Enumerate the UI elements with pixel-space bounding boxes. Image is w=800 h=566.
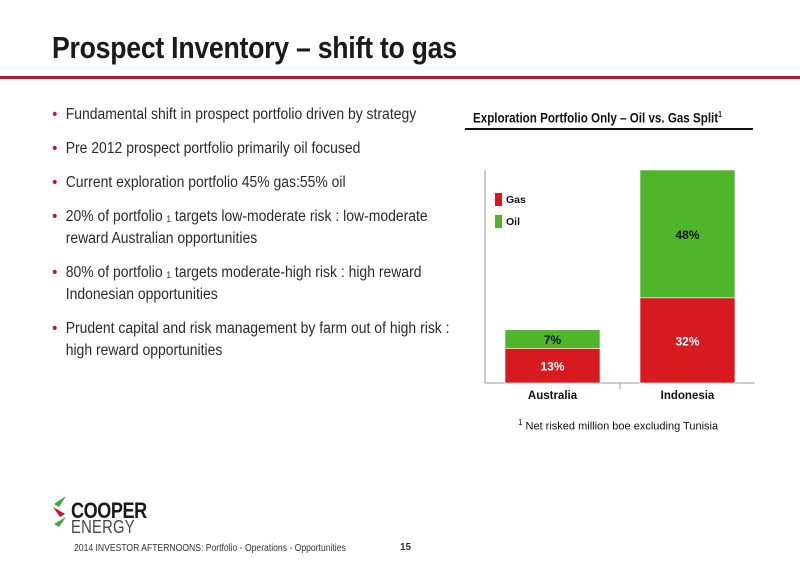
logo-text-cooper: COOPER	[71, 498, 147, 523]
data-label-gas-indonesia: 32%	[675, 334, 699, 348]
bullet-text: 80% of portfolio	[65, 264, 167, 281]
x-tick-label: Australia	[528, 390, 578, 402]
bullet-text: 20% of portfolio	[65, 208, 167, 225]
title-divider	[0, 76, 800, 79]
bar-oil-australia	[504, 329, 601, 349]
bullet-item: 80% of portfolio 1 targets moderate-high…	[52, 262, 450, 306]
bullet-list: Fundamental shift in prospect portfolio …	[52, 104, 454, 374]
data-label-oil-australia: 7%	[544, 333, 562, 347]
bar-oil-indonesia	[639, 169, 736, 299]
bullet-item: Fundamental shift in prospect portfolio …	[52, 104, 450, 126]
chart-footnote: 1 Net risked million boe excluding Tunis…	[518, 418, 718, 433]
cooper-energy-logo-icon	[53, 496, 66, 527]
stacked-bar-chart: 13% 7% Australia 32% 48% Indonesia Gas Oil	[484, 169, 755, 402]
legend-swatch-oil	[495, 215, 502, 228]
bullet-item: 20% of portfolio 1 targets low-moderate …	[52, 206, 450, 250]
bullet-text-rest: targets moderate-high risk : high reward…	[65, 264, 422, 303]
x-tick-label: Indonesia	[661, 390, 715, 402]
chart-title-text: Exploration Portfolio Only – Oil vs. Gas…	[473, 110, 719, 126]
chart-title-box: Exploration Portfolio Only – Oil vs. Gas…	[465, 104, 753, 130]
legend-swatch-gas	[495, 193, 502, 206]
bar-gas-indonesia	[639, 297, 736, 384]
slide-title: Prospect Inventory – shift to gas	[52, 30, 457, 65]
bullet-text: Fundamental shift in prospect portfolio …	[65, 106, 417, 123]
footnote-text: Net risked million boe excluding Tunisia	[522, 420, 719, 433]
bullet-text: Pre 2012 prospect portfolio primarily oi…	[65, 140, 361, 157]
data-label-oil-indonesia: 48%	[675, 228, 699, 242]
bullet-item: Current exploration portfolio 45% gas:55…	[52, 172, 450, 194]
bullet-item: Prudent capital and risk management by f…	[52, 318, 450, 362]
legend-label-gas: Gas	[506, 194, 526, 206]
bullet-text: Current exploration portfolio 45% gas:55…	[65, 174, 346, 191]
footnote-marker: 1	[166, 214, 172, 224]
data-label-gas-australia: 13%	[540, 360, 564, 374]
footnote-marker: 1	[518, 418, 523, 427]
footnote-marker: 1	[166, 270, 172, 280]
legend-label-oil: Oil	[506, 216, 520, 228]
footer-text: 2014 INVESTOR AFTERNOONS: Portfolio - Op…	[74, 543, 346, 554]
chart-title: Exploration Portfolio Only – Oil vs. Gas…	[473, 110, 722, 126]
bullet-text: Prudent capital and risk management by f…	[65, 320, 450, 359]
page-number: 15	[400, 542, 412, 553]
bullet-item: Pre 2012 prospect portfolio primarily oi…	[52, 138, 450, 160]
bullet-text-rest: targets low-moderate risk : low-moderate…	[65, 208, 428, 247]
logo-text-energy: ENERGY	[71, 517, 135, 537]
footnote-marker: 1	[718, 110, 722, 119]
